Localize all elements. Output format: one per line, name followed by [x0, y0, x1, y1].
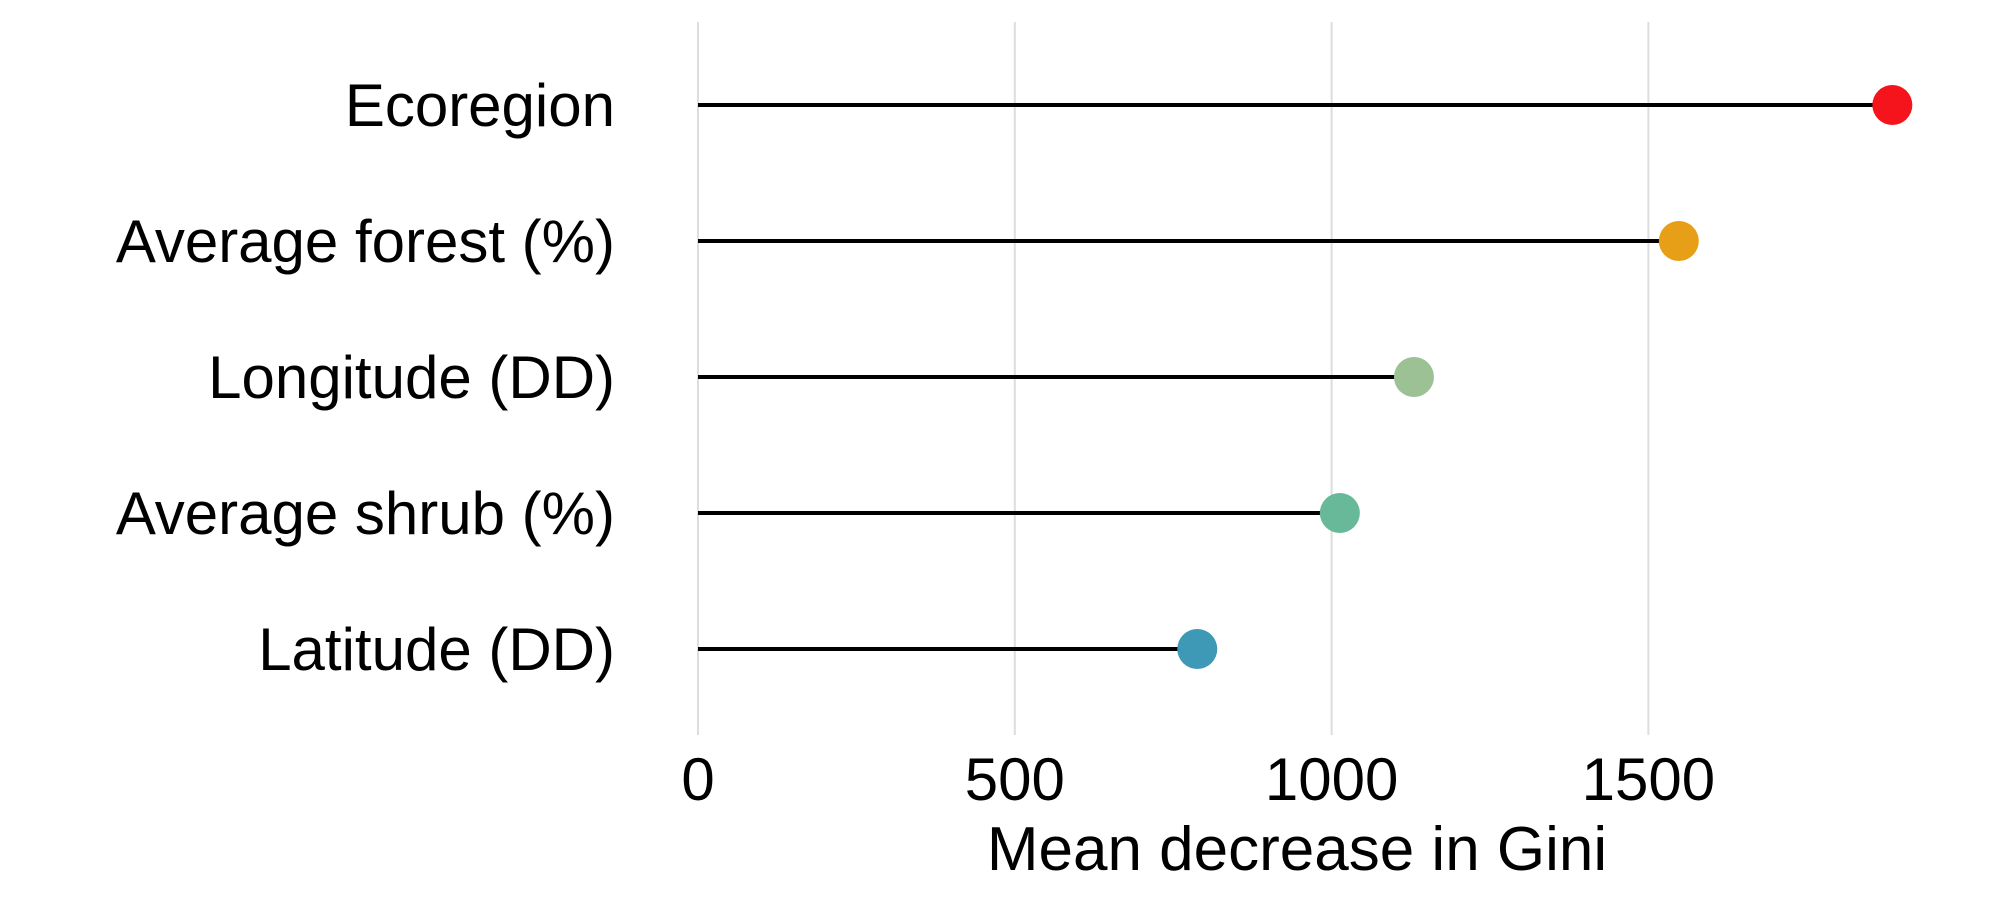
dot-average-shrub [1319, 493, 1360, 533]
dot-average-forest [1658, 221, 1699, 261]
x-tick-label-1500: 1500 [1582, 746, 1715, 813]
x-tick-labels: 0 500 1000 1500 [681, 746, 1715, 813]
category-label-average-shrub: Average shrub (%) [116, 480, 615, 547]
dot-latitude-dd [1177, 629, 1218, 669]
x-tick-label-0: 0 [681, 746, 714, 813]
stems [698, 103, 1893, 651]
category-label-longitude-dd: Longitude (DD) [208, 344, 615, 411]
category-label-average-forest: Average forest (%) [116, 208, 615, 275]
category-label-latitude-dd: Latitude (DD) [258, 616, 615, 683]
dot-ecoregion [1872, 85, 1913, 125]
x-axis-title: Mean decrease in Gini [987, 815, 1607, 884]
category-labels: Ecoregion Average forest (%) Longitude (DD… [116, 72, 615, 683]
x-tick-label-500: 500 [965, 746, 1065, 813]
category-label-ecoregion: Ecoregion [345, 72, 615, 139]
x-tick-label-1000: 1000 [1265, 746, 1398, 813]
dot-longitude-dd [1393, 357, 1434, 397]
dots [1177, 85, 1913, 669]
